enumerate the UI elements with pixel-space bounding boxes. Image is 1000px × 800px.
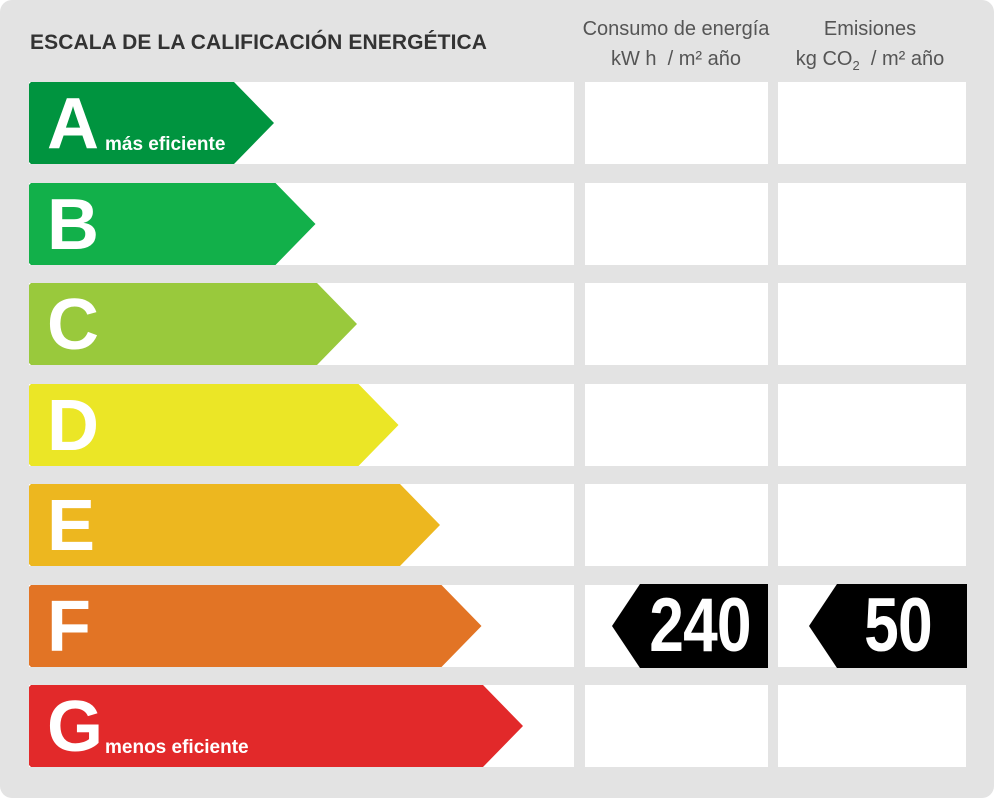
- rating-arrow-shape: [29, 384, 399, 466]
- rating-arrow-shape: [29, 283, 357, 365]
- rating-letter: E: [47, 486, 96, 566]
- emisiones-cell-g: [778, 685, 966, 767]
- emisiones-value-marker: 50: [809, 584, 967, 668]
- rating-letter: A: [47, 84, 99, 164]
- consumo-cell-d: [585, 384, 768, 466]
- consumo-header-line1: Consumo de energía: [582, 18, 770, 40]
- rating-arrow-d: D: [29, 384, 399, 466]
- emisiones-header-line1: Emisiones: [823, 18, 917, 40]
- rating-arrow-shape: [29, 183, 316, 265]
- emisiones-cell-c: [778, 283, 966, 365]
- rating-arrow-shape: [29, 82, 274, 164]
- consumo-cell-e: [585, 484, 768, 566]
- value-marker-shape: [612, 584, 768, 668]
- rating-arrow-shape: [29, 685, 523, 767]
- rating-note: menos eficiente: [105, 737, 249, 758]
- emisiones-cell-b: [778, 183, 966, 265]
- rating-letter: G: [47, 687, 104, 767]
- consumo-header-units: kW h / m² año: [610, 48, 742, 70]
- rating-arrow-shape: [29, 585, 482, 667]
- consumo-cell-c: [585, 283, 768, 365]
- value-marker-shape: [809, 584, 967, 668]
- consumo-column-header: Consumo de energía kW h / m² año: [578, 14, 774, 74]
- rating-letter: F: [47, 587, 91, 667]
- rating-arrow-c: C: [29, 283, 357, 365]
- label-title: ESCALA DE LA CALIFICACIÓN ENERGÉTICA: [30, 31, 488, 54]
- rating-letter: B: [47, 185, 99, 265]
- rating-note: más eficiente: [105, 134, 226, 155]
- emisiones-cell-e: [778, 484, 966, 566]
- rating-letter: D: [47, 386, 99, 466]
- rating-arrow-f: F: [29, 585, 482, 667]
- rating-letter: C: [47, 285, 99, 365]
- emisiones-units-pre: kg CO: [795, 48, 853, 70]
- emisiones-units-subscript: 2: [852, 58, 860, 73]
- emisiones-units-post: / m² año: [859, 48, 945, 70]
- emisiones-column-header: Emisiones kg CO2 / m² año: [772, 14, 968, 81]
- consumo-value: 240: [649, 583, 751, 668]
- emisiones-cell-d: [778, 384, 966, 466]
- emisiones-cell-a: [778, 82, 966, 164]
- consumo-cell-a: [585, 82, 768, 164]
- rating-arrow-e: E: [29, 484, 440, 566]
- rating-arrow-shape: [29, 484, 440, 566]
- consumo-cell-b: [585, 183, 768, 265]
- emisiones-header-units: kg CO2 / m² año: [772, 44, 968, 81]
- consumo-value-marker: 240: [612, 584, 768, 668]
- emisiones-value: 50: [864, 583, 933, 668]
- rating-arrow-b: B: [29, 183, 316, 265]
- consumo-cell-g: [585, 685, 768, 767]
